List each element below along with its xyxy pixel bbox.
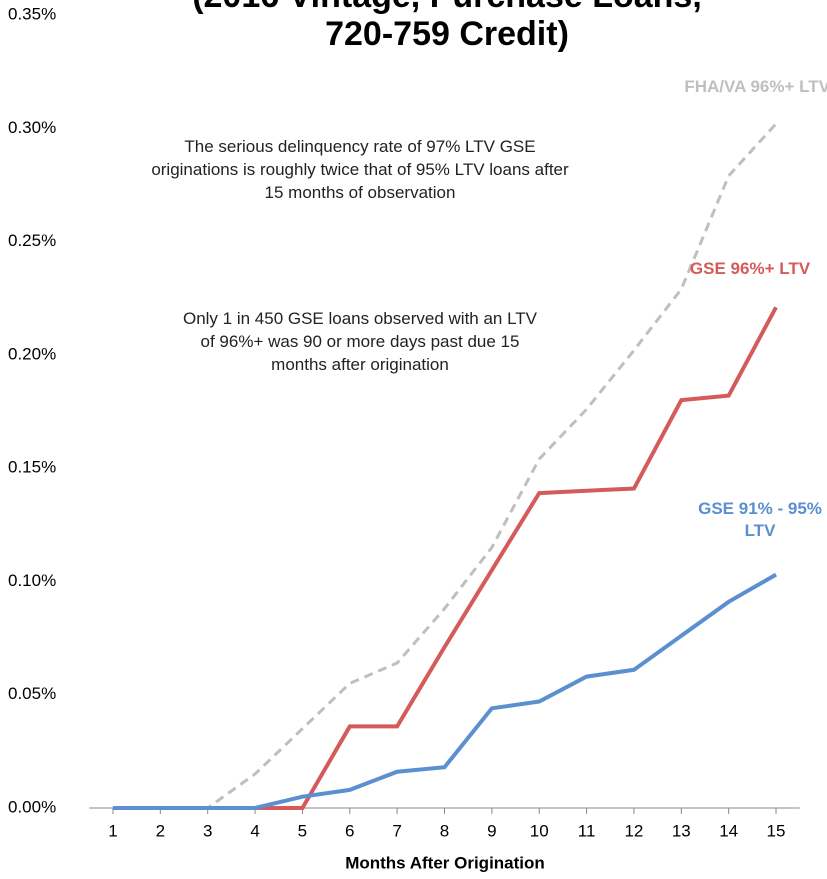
chart-title: (2016 Vintage, Purchase Loans, [192, 0, 702, 15]
y-tick-label: 0.20% [8, 344, 56, 363]
x-tick-label: 9 [487, 821, 496, 840]
series-line [112, 122, 778, 810]
x-tick-label: 8 [440, 821, 449, 840]
x-tick-label: 7 [392, 821, 401, 840]
x-tick-label: 13 [672, 821, 691, 840]
x-tick-label: 14 [719, 821, 738, 840]
annotation: The serious delinquency rate of 97% LTV … [151, 137, 569, 202]
y-tick-label: 0.05% [8, 684, 56, 703]
y-tick-label: 0.25% [8, 231, 56, 250]
y-tick-label: 0.15% [8, 458, 56, 477]
x-tick-label: 4 [250, 821, 259, 840]
series-label: GSE 96%+ LTV [689, 259, 811, 278]
y-tick-label: 0.30% [8, 118, 56, 137]
chart-title: 720-759 Credit) [325, 15, 569, 53]
x-tick-label: 2 [156, 821, 165, 840]
series-label: FHA/VA 96%+ LTV [684, 77, 827, 96]
x-tick-label: 3 [203, 821, 212, 840]
y-tick-label: 0.10% [8, 571, 56, 590]
x-tick-label: 5 [298, 821, 307, 840]
series-line [112, 306, 778, 810]
x-tick-label: 1 [108, 821, 117, 840]
x-tick-label: 6 [345, 821, 354, 840]
y-tick-label: 0.35% [8, 4, 56, 23]
y-tick-label: 0.00% [8, 797, 56, 816]
series-line [112, 572, 778, 810]
x-tick-label: 15 [767, 821, 786, 840]
x-tick-label: 10 [530, 821, 549, 840]
series-label: GSE 91% - 95% LTV [698, 499, 822, 540]
x-tick-label: 11 [578, 821, 596, 840]
x-axis-title: Months After Origination [345, 853, 545, 872]
annotation: Only 1 in 450 GSE loans observed with an… [182, 309, 538, 374]
x-tick-label: 12 [624, 821, 643, 840]
